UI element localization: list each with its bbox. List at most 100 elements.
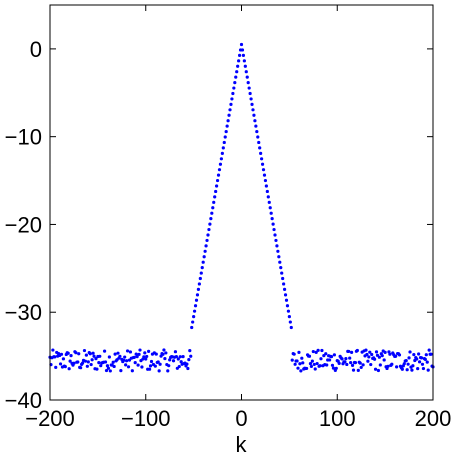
data-point <box>225 124 229 128</box>
data-point <box>196 287 201 291</box>
data-point <box>397 353 402 357</box>
data-point <box>251 108 255 112</box>
data-point <box>167 364 171 368</box>
data-point <box>282 282 286 286</box>
data-point <box>168 358 172 362</box>
data-point <box>147 367 152 371</box>
data-point <box>269 211 273 215</box>
data-point <box>66 351 70 355</box>
data-point <box>72 361 76 365</box>
data-point <box>350 350 354 354</box>
data-point <box>400 367 404 371</box>
data-point <box>192 315 196 319</box>
data-point <box>157 369 161 373</box>
data-point <box>173 350 178 354</box>
data-point <box>68 359 72 363</box>
data-point <box>247 86 251 90</box>
data-point <box>246 81 250 85</box>
data-point <box>197 282 201 286</box>
data-point <box>349 360 353 365</box>
data-point <box>345 362 349 367</box>
data-point <box>166 369 170 373</box>
data-point <box>275 244 279 248</box>
data-point <box>130 369 134 373</box>
data-point <box>358 361 362 365</box>
data-point <box>98 354 102 358</box>
data-point <box>285 304 290 308</box>
data-point <box>252 113 256 117</box>
data-point <box>351 368 356 372</box>
data-point <box>280 271 284 275</box>
data-point <box>67 367 71 371</box>
data-point <box>411 364 415 368</box>
x-axis-ticks: −200 −100 0 100 200 <box>25 5 451 431</box>
data-point <box>236 64 240 68</box>
data-point <box>330 363 335 367</box>
plot-area <box>50 5 433 400</box>
data-point <box>377 355 381 359</box>
data-point <box>142 355 146 359</box>
data-point <box>188 349 192 353</box>
data-point <box>259 151 263 155</box>
data-point <box>348 356 352 360</box>
data-point <box>231 91 235 96</box>
data-point <box>187 357 191 362</box>
data-point <box>298 362 302 366</box>
data-point <box>388 352 392 356</box>
data-point <box>223 135 227 139</box>
data-point <box>356 368 360 372</box>
data-point <box>265 189 269 194</box>
data-point <box>419 356 424 360</box>
data-point <box>408 350 412 354</box>
data-point <box>202 255 206 259</box>
data-point <box>215 184 219 188</box>
data-point <box>133 361 137 365</box>
data-point <box>80 361 85 365</box>
data-point <box>94 357 98 361</box>
data-point <box>300 356 304 360</box>
data-point <box>242 59 246 63</box>
data-point <box>194 298 199 302</box>
data-point <box>201 260 205 264</box>
data-point <box>268 206 272 210</box>
data-point <box>245 75 249 79</box>
data-point <box>154 352 158 356</box>
data-point <box>240 48 245 52</box>
data-point <box>134 352 138 356</box>
data-point <box>79 366 83 370</box>
data-points <box>48 42 435 373</box>
data-point <box>137 352 141 356</box>
data-point <box>162 348 166 352</box>
data-point <box>84 353 88 357</box>
data-point <box>378 363 382 367</box>
data-point <box>209 217 213 221</box>
data-point <box>219 157 223 161</box>
data-point <box>260 162 265 166</box>
data-point <box>186 366 190 371</box>
data-point <box>206 233 210 237</box>
data-point <box>270 217 274 221</box>
data-point <box>208 222 212 226</box>
data-point <box>241 53 246 57</box>
data-point <box>318 364 322 368</box>
data-point <box>244 70 248 74</box>
data-point <box>158 362 162 366</box>
data-point <box>232 86 236 90</box>
data-point <box>83 359 88 363</box>
data-point <box>380 354 384 358</box>
data-point <box>287 315 291 319</box>
data-point <box>171 359 176 363</box>
data-point <box>95 367 99 371</box>
data-point <box>312 362 316 367</box>
data-point <box>286 309 291 313</box>
data-point <box>249 97 253 101</box>
data-point <box>90 358 94 362</box>
data-point <box>301 361 305 365</box>
data-point <box>296 366 300 370</box>
data-point <box>63 365 67 369</box>
data-point <box>230 97 234 101</box>
data-point <box>204 244 208 248</box>
data-point <box>92 354 96 358</box>
data-point <box>315 361 319 366</box>
data-point <box>234 75 238 79</box>
